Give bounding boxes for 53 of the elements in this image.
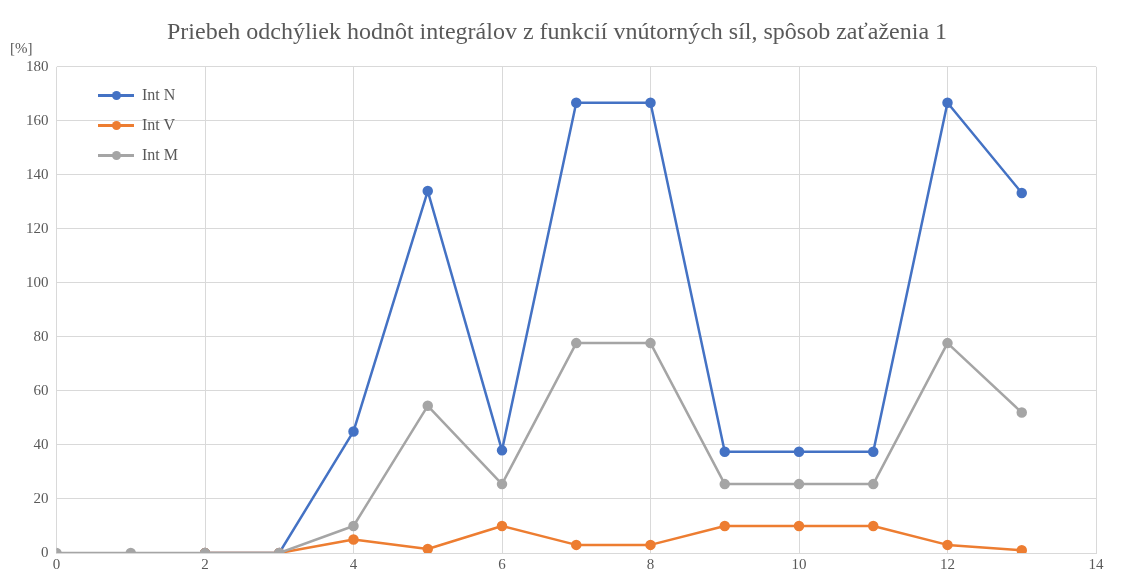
x-tick-label: 2 <box>201 555 209 572</box>
x-tick-label: 8 <box>646 555 655 572</box>
y-axis-title: [%] <box>10 40 33 57</box>
point <box>1016 545 1027 553</box>
y-tick-label: 180 <box>26 57 49 74</box>
y-tick-label: 0 <box>41 543 49 560</box>
x-tick-label: 0 <box>52 555 61 572</box>
point <box>868 520 879 532</box>
x-tick-label: 12 <box>940 555 955 572</box>
point <box>942 97 953 108</box>
y-tick-label: 60 <box>33 381 49 398</box>
point <box>422 543 433 553</box>
point <box>571 97 582 108</box>
y-tick-label: 80 <box>33 327 49 344</box>
y-tick-label: 120 <box>26 219 49 236</box>
y-tick-label: 20 <box>33 489 49 506</box>
point <box>1016 407 1027 418</box>
x-tick-label: 10 <box>791 555 807 572</box>
point <box>348 534 359 545</box>
point <box>719 446 730 457</box>
point <box>571 337 582 349</box>
point <box>793 446 805 457</box>
point <box>719 478 730 490</box>
point <box>348 520 359 532</box>
legend-label: Int V <box>142 116 176 134</box>
point <box>719 520 730 532</box>
point <box>942 337 953 349</box>
chart-title: Priebeh odchýliek hodnôt integrálov z funkcií vnútorných síl, spôsob zaťaženia 1 <box>166 17 948 44</box>
point <box>868 446 879 457</box>
x-tick-label: 6 <box>498 555 507 572</box>
point <box>868 478 879 490</box>
point <box>645 539 656 551</box>
point <box>1016 187 1027 199</box>
point <box>942 539 953 551</box>
x-tick-label: 14 <box>1088 555 1104 572</box>
y-tick-label: 160 <box>26 111 49 128</box>
y-tick-label: 140 <box>26 165 49 182</box>
point <box>496 520 508 532</box>
x-tick-label: 4 <box>349 555 358 572</box>
point <box>422 400 433 412</box>
point <box>496 445 508 456</box>
point <box>496 478 508 490</box>
point <box>645 337 656 349</box>
point <box>422 185 433 197</box>
point <box>645 97 656 108</box>
legend-label: Int N <box>142 86 176 104</box>
point <box>348 426 359 437</box>
point <box>793 520 805 532</box>
legend-label: Int M <box>142 146 178 164</box>
y-tick-label: 100 <box>26 273 49 290</box>
point <box>793 478 805 490</box>
y-tick-label: 40 <box>33 435 49 452</box>
point <box>571 539 582 551</box>
